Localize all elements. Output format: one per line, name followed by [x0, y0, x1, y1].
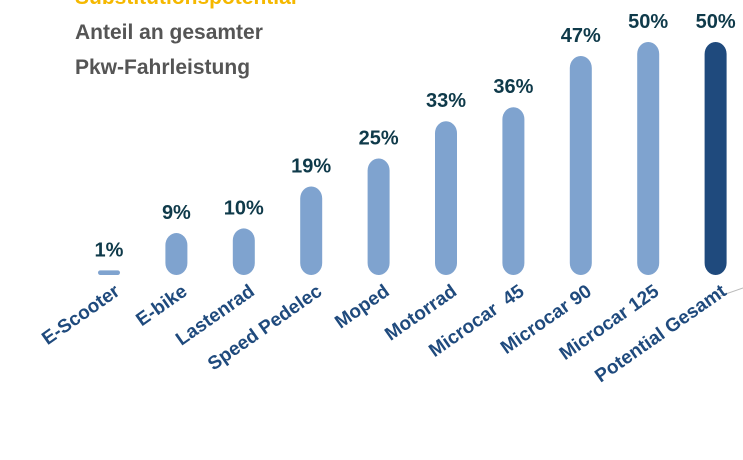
- value-label: 1%: [95, 239, 124, 261]
- x-tick-label: E-bike: [133, 281, 192, 331]
- decoration-line: [719, 287, 743, 297]
- value-label: 33%: [426, 90, 466, 112]
- bar: [569, 55, 592, 276]
- value-label: 36%: [493, 76, 533, 98]
- chart-subtitle: Anteil an gesamter: [75, 21, 263, 44]
- value-label: 47%: [561, 25, 601, 47]
- bar: [502, 107, 525, 276]
- bar: [232, 228, 255, 275]
- bar: [300, 186, 323, 275]
- bar: [637, 42, 660, 275]
- value-label: 10%: [224, 197, 264, 219]
- value-label: 50%: [696, 11, 736, 33]
- value-label: 25%: [359, 128, 399, 150]
- bar: [165, 233, 188, 275]
- bar: [704, 42, 727, 275]
- bar: [367, 158, 390, 275]
- bar: [435, 121, 457, 275]
- value-label: 9%: [162, 202, 191, 224]
- x-tick-label: E-Scooter: [38, 281, 124, 350]
- chart-subtitle: Pkw-Fahrleistung: [75, 56, 250, 79]
- value-label: 19%: [291, 155, 331, 177]
- x-tick-label: Speed Pedelec: [204, 281, 326, 375]
- bar: [98, 270, 120, 275]
- chart-title: Substitutionspotential: [75, 0, 297, 9]
- value-label: 50%: [628, 11, 668, 33]
